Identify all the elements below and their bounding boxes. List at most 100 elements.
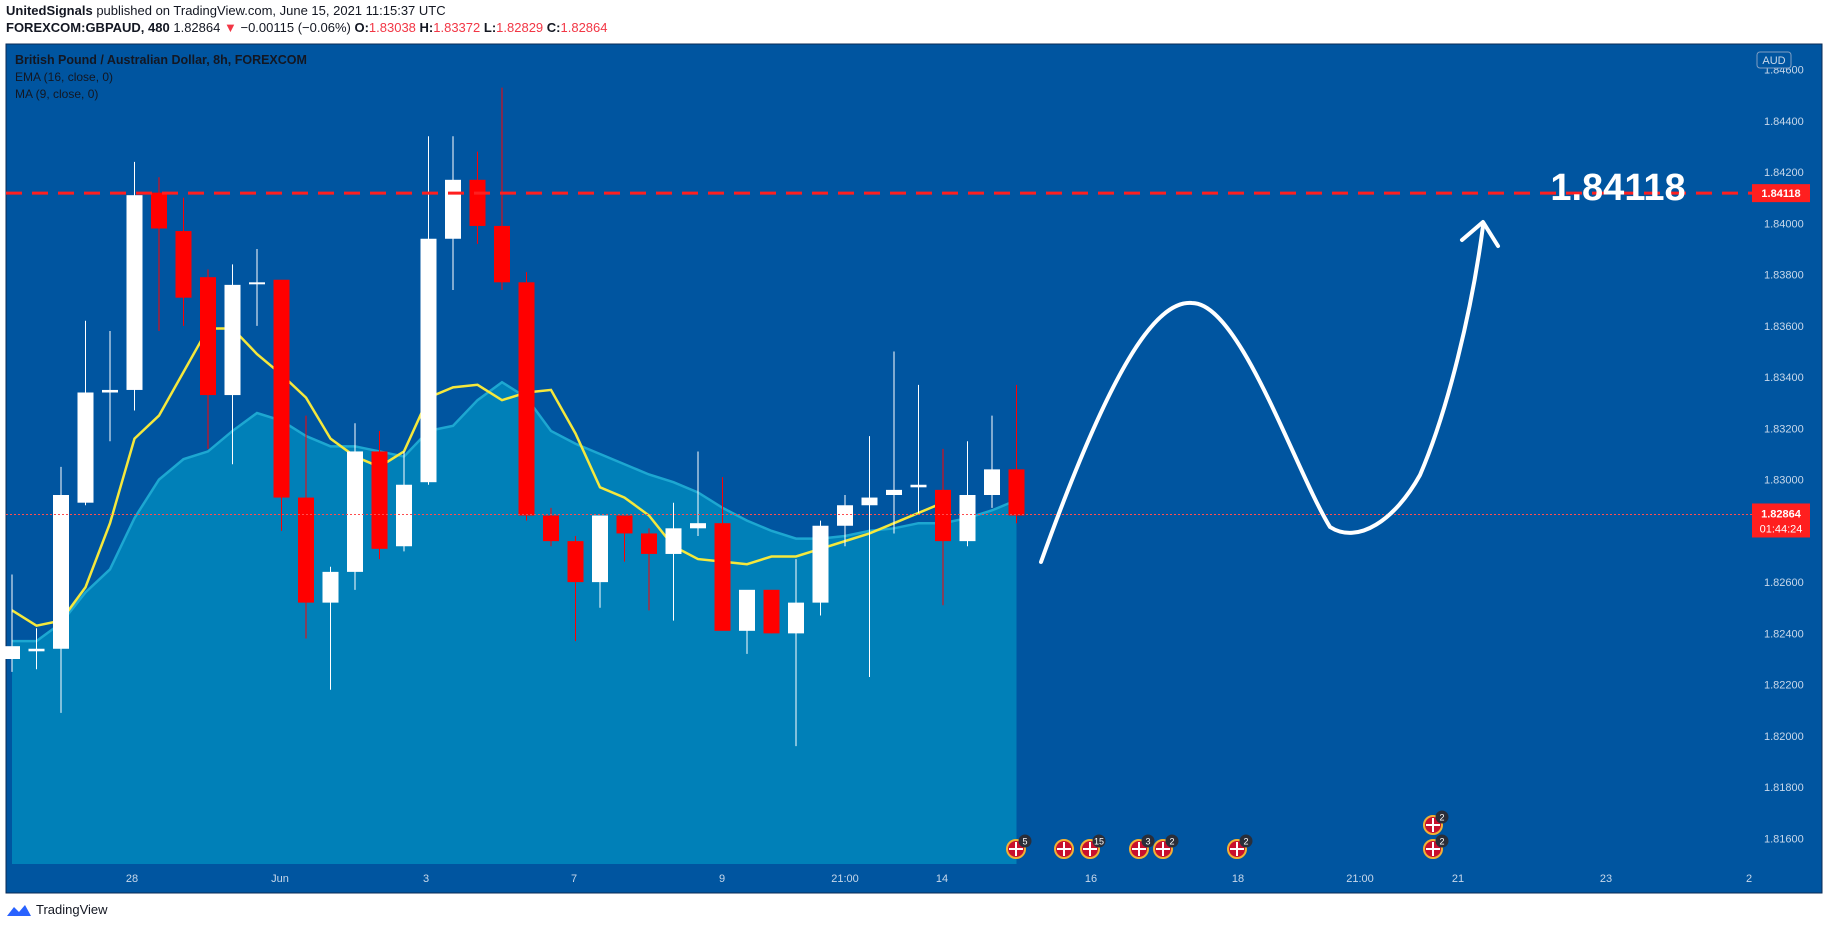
event-count-badge — [1165, 834, 1179, 848]
candle[interactable] — [665, 502, 682, 621]
candle-body — [445, 179, 461, 239]
candle-body — [322, 571, 339, 603]
candle-body — [543, 515, 559, 542]
candle[interactable] — [151, 177, 167, 331]
legend-ma[interactable]: MA (9, close, 0) — [15, 87, 98, 101]
candle-body — [665, 528, 682, 554]
economic-event-icon[interactable]: 2 — [1423, 810, 1449, 835]
forecast-arrow-icon — [1460, 220, 1500, 248]
author-name[interactable]: UnitedSignals — [6, 3, 93, 18]
candle[interactable] — [739, 589, 755, 654]
candle[interactable] — [28, 628, 45, 670]
x-tick-label: 23 — [1600, 873, 1612, 885]
candle[interactable] — [567, 536, 584, 642]
candle[interactable] — [812, 520, 829, 616]
economic-event-icon[interactable]: 3 — [1129, 834, 1155, 859]
candle[interactable] — [690, 451, 706, 536]
candle[interactable] — [910, 384, 927, 513]
candle-body — [984, 469, 1000, 495]
symbol-label: FOREXCOM:GBPAUD, 480 — [6, 20, 170, 35]
y-tick-label: 1.84200 — [1764, 167, 1804, 179]
candle[interactable] — [249, 249, 265, 326]
candle[interactable] — [592, 515, 608, 608]
event-count-label: 5 — [1022, 837, 1027, 847]
y-tick-label: 1.83000 — [1764, 475, 1804, 487]
candle[interactable] — [224, 264, 241, 465]
cross-icon — [1156, 842, 1170, 856]
last-price-label: 1.82864 — [1761, 508, 1802, 520]
close-value: 1.82864 — [560, 20, 608, 35]
economic-event-icon[interactable]: 5 — [1006, 834, 1032, 859]
candle[interactable] — [763, 589, 780, 634]
economic-event-icon[interactable]: 15 — [1080, 834, 1106, 859]
candle-body — [763, 589, 780, 634]
candle[interactable] — [714, 477, 731, 631]
candle[interactable] — [886, 351, 902, 534]
candle[interactable] — [788, 559, 804, 747]
candle[interactable] — [396, 451, 412, 552]
candle-body — [494, 225, 510, 283]
candle[interactable] — [935, 448, 951, 606]
candle-body — [641, 533, 657, 554]
ma-line[interactable] — [11, 327, 944, 628]
candle[interactable] — [959, 441, 976, 547]
forecast-curve[interactable] — [1039, 224, 1485, 564]
candle[interactable] — [1008, 384, 1025, 524]
event-count-badge — [1239, 834, 1253, 848]
candle[interactable] — [616, 515, 633, 562]
candle-body — [788, 602, 804, 634]
high-value: 1.83372 — [433, 20, 481, 35]
candle[interactable] — [175, 197, 192, 326]
candle[interactable] — [4, 574, 20, 672]
candle-body — [53, 495, 69, 649]
economic-event-icon[interactable]: 2 — [1423, 834, 1449, 859]
candle-body — [151, 192, 167, 229]
candle[interactable] — [102, 331, 118, 442]
candle[interactable] — [273, 279, 290, 531]
x-tick-label: 3 — [423, 873, 429, 885]
cross-icon — [1426, 818, 1440, 832]
candle[interactable] — [53, 466, 69, 713]
candle-body — [616, 515, 633, 534]
candle-body — [518, 282, 535, 516]
chart-border — [5, 43, 1823, 894]
candle[interactable] — [298, 415, 314, 639]
legend-ema[interactable]: EMA (16, close, 0) — [15, 70, 113, 84]
candle[interactable] — [322, 566, 339, 690]
publish-info: UnitedSignals published on TradingView.c… — [6, 2, 608, 36]
economic-event-icon[interactable] — [1054, 839, 1074, 859]
candle[interactable] — [641, 528, 657, 611]
y-tick-label: 1.83400 — [1764, 372, 1804, 384]
last-price-tag[interactable] — [1752, 503, 1810, 538]
y-tick-label: 1.82400 — [1764, 628, 1804, 640]
candle-body — [175, 231, 192, 298]
down-arrow-icon: ▼ — [223, 20, 237, 35]
candle[interactable] — [861, 436, 878, 677]
y-tick-label: 1.84400 — [1764, 116, 1804, 128]
candle[interactable] — [518, 272, 535, 521]
economic-event-icon[interactable]: 2 — [1227, 834, 1253, 859]
candle-body — [224, 284, 241, 396]
candle[interactable] — [77, 320, 94, 506]
cross-icon — [1009, 842, 1023, 856]
candle[interactable] — [469, 151, 486, 244]
candle[interactable] — [494, 87, 510, 290]
candle[interactable] — [984, 415, 1000, 508]
candle-body — [77, 392, 94, 503]
open-value: 1.83038 — [368, 20, 416, 35]
close-label: C: — [546, 20, 561, 35]
candle[interactable] — [347, 423, 363, 590]
y-tick-label: 1.81800 — [1764, 782, 1804, 794]
candle-body — [102, 389, 118, 393]
candle[interactable] — [837, 495, 853, 547]
footer-brand[interactable]: TradingView — [6, 902, 108, 917]
economic-event-icon[interactable]: 2 — [1153, 834, 1179, 859]
ema-line[interactable] — [12, 380, 1017, 643]
candle[interactable] — [200, 269, 216, 449]
candle[interactable] — [126, 161, 143, 411]
candle[interactable] — [371, 430, 388, 560]
y-tick-label: 1.83200 — [1764, 423, 1804, 435]
low-label: L: — [483, 20, 497, 35]
time-scale[interactable] — [6, 864, 1752, 893]
